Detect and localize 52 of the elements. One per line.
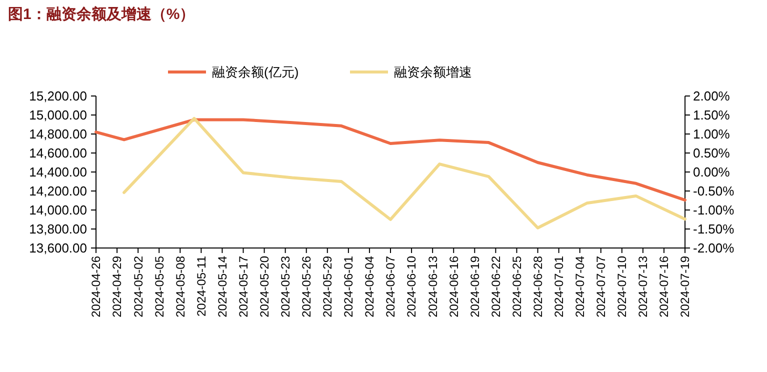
x-tick-label: 2024-05-11 xyxy=(194,256,208,316)
x-tick-label: 2024-06-28 xyxy=(530,256,545,318)
y2-tick-label: 2.00% xyxy=(693,88,730,104)
y-tick-label: 14,800.00 xyxy=(29,126,87,142)
legend-label: 融资余额增速 xyxy=(394,64,472,80)
x-tick-label: 2024-07-07 xyxy=(594,256,608,318)
x-tick-label: 2024-06-19 xyxy=(468,256,482,318)
x-tick-label: 2024-05-14 xyxy=(215,256,230,318)
line-series xyxy=(94,118,686,202)
x-tick-label: 2024-05-26 xyxy=(300,256,314,318)
x-tick-label: 2024-06-13 xyxy=(426,256,440,318)
y-tick-label: 13,800.00 xyxy=(29,222,87,237)
x-tick-label: 2024-06-01 xyxy=(342,256,356,318)
y2-tick-label: -2.00% xyxy=(693,240,735,256)
y2-tick-label: -1.00% xyxy=(693,202,735,218)
y2-tick-label: 1.00% xyxy=(693,126,730,142)
x-tick-label: 2024-05-20 xyxy=(257,256,272,318)
x-tick-label: 2024-06-22 xyxy=(488,256,503,318)
x-tick-label: 2024-04-26 xyxy=(89,256,104,318)
x-tick-label: 2024-05-17 xyxy=(236,256,250,318)
x-tick-label: 2024-07-10 xyxy=(615,256,630,318)
x-tick-label: 2024-06-25 xyxy=(510,256,524,318)
x-tick-label: 2024-07-13 xyxy=(636,256,650,318)
y-tick-label: 13,600.00 xyxy=(29,240,87,256)
y2-tick-label: -1.50% xyxy=(693,222,735,237)
x-tick-label: 2024-06-07 xyxy=(384,256,398,318)
x-tick-label: 2024-06-04 xyxy=(362,256,377,318)
chart-title: 图1：融资余额及增速（%） xyxy=(8,5,195,23)
x-tick-label: 2024-05-05 xyxy=(152,256,166,318)
x-tick-label: 2024-05-29 xyxy=(320,256,335,318)
y-tick-label: 15,000.00 xyxy=(29,108,87,123)
y-tick-label: 14,000.00 xyxy=(29,202,87,218)
x-tick-label: 2024-05-23 xyxy=(278,256,293,318)
x-tick-label: 2024-05-08 xyxy=(173,256,188,318)
x-tick-label: 2024-05-02 xyxy=(131,256,146,318)
y-tick-label: 14,600.00 xyxy=(29,146,87,161)
legend-label: 融资余额(亿元) xyxy=(212,64,299,80)
y2-tick-label: 0.00% xyxy=(693,164,730,180)
x-tick-label: 2024-07-04 xyxy=(573,256,588,318)
y-tick-label: 14,200.00 xyxy=(29,184,87,199)
x-tick-label: 2024-06-10 xyxy=(404,256,419,318)
y-tick-label: 15,200.00 xyxy=(29,88,87,104)
x-tick-label: 2024-07-01 xyxy=(552,256,566,318)
y-tick-label: 14,400.00 xyxy=(29,164,87,180)
x-tick-label: 2024-07-16 xyxy=(657,256,672,318)
line-series xyxy=(122,116,686,230)
x-tick-label: 2024-04-29 xyxy=(110,256,124,318)
x-tick-label: 2024-07-19 xyxy=(678,256,692,318)
y2-tick-label: -0.50% xyxy=(693,184,735,199)
x-tick-label: 2024-06-16 xyxy=(446,256,461,318)
y2-tick-label: 1.50% xyxy=(693,108,730,123)
y2-tick-label: 0.50% xyxy=(693,146,730,161)
